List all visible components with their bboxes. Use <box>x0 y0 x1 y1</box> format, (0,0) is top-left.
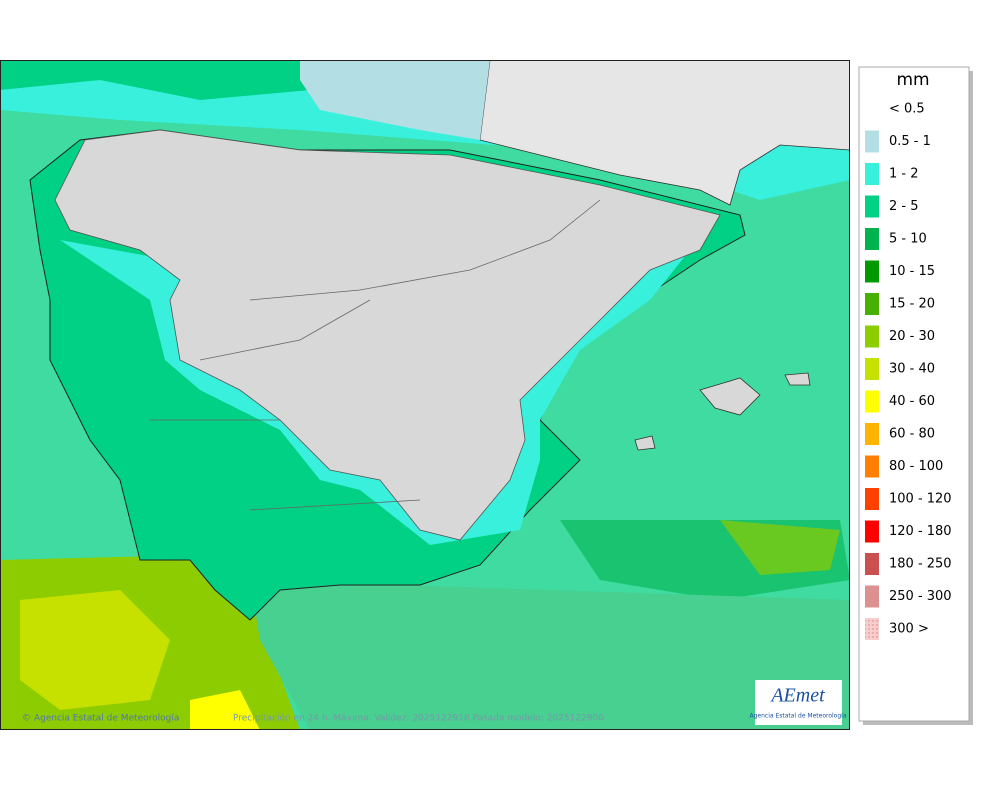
map-frame <box>0 60 850 730</box>
legend-swatch <box>865 423 879 445</box>
legend-label: 2 - 5 <box>889 199 919 214</box>
africa <box>250 580 850 730</box>
legend-swatch <box>865 455 879 478</box>
legend-swatch <box>865 325 879 348</box>
logo-subtitle: Agencia Estatal de Meteorología <box>750 713 847 720</box>
dry-area <box>54 129 721 541</box>
legend-label: 10 - 15 <box>889 264 935 279</box>
legend-label: 40 - 60 <box>889 394 935 409</box>
legend-swatch <box>865 585 879 608</box>
legend-label: 180 - 250 <box>889 557 952 572</box>
biscay-band <box>300 60 490 140</box>
south-band-strong <box>20 590 170 710</box>
legend-label: 60 - 80 <box>889 427 935 442</box>
menorca <box>784 372 811 386</box>
legend: mm < 0.5 0.5 - 1 1 - 2 2 - 5 5 - 10 10 - 15 15… <box>858 66 973 725</box>
legend-swatch <box>865 195 879 218</box>
med-band-strong <box>720 520 840 575</box>
legend-swatch <box>865 260 879 283</box>
legend-label: < 0.5 <box>889 102 925 117</box>
legend-label: 100 - 120 <box>889 492 952 507</box>
legend-label: 250 - 300 <box>889 589 952 604</box>
legend-label: 80 - 100 <box>889 459 943 474</box>
atlantic-band <box>0 60 310 100</box>
legend-label: 1 - 2 <box>889 167 919 182</box>
legend-swatch <box>865 228 879 250</box>
map: © Agencia Estatal de Meteorología Precip… <box>0 60 850 730</box>
legend-label: 15 - 20 <box>889 297 935 312</box>
ibiza <box>634 435 656 451</box>
caption: Precipitación en 24 h. Máxima. Validez: … <box>233 713 604 724</box>
legend-swatch <box>865 553 879 575</box>
legend-title: mm <box>896 70 929 90</box>
logo: AEmet Agencia Estatal de Meteorología <box>750 680 847 725</box>
legend-label: 300 > <box>889 622 929 637</box>
legend-swatch <box>865 293 879 315</box>
legend-swatch <box>865 520 879 543</box>
legend-label: 5 - 10 <box>889 232 927 247</box>
legend-label: 30 - 40 <box>889 362 935 377</box>
credit: © Agencia Estatal de Meteorología <box>22 714 179 724</box>
legend-swatch <box>865 358 879 380</box>
legend-swatch <box>865 390 879 413</box>
legend-swatch <box>865 130 879 153</box>
legend-label: 120 - 180 <box>889 524 952 539</box>
legend-swatch <box>865 163 879 185</box>
legend-label: 20 - 30 <box>889 329 935 344</box>
legend-label: 0.5 - 1 <box>889 134 931 149</box>
logo-box <box>755 680 842 725</box>
borders <box>150 199 601 511</box>
legend-swatch <box>865 488 879 510</box>
legend-swatch <box>865 618 879 640</box>
south-max <box>190 690 260 730</box>
logo-name: AEmet <box>769 685 825 707</box>
mallorca <box>699 377 761 416</box>
